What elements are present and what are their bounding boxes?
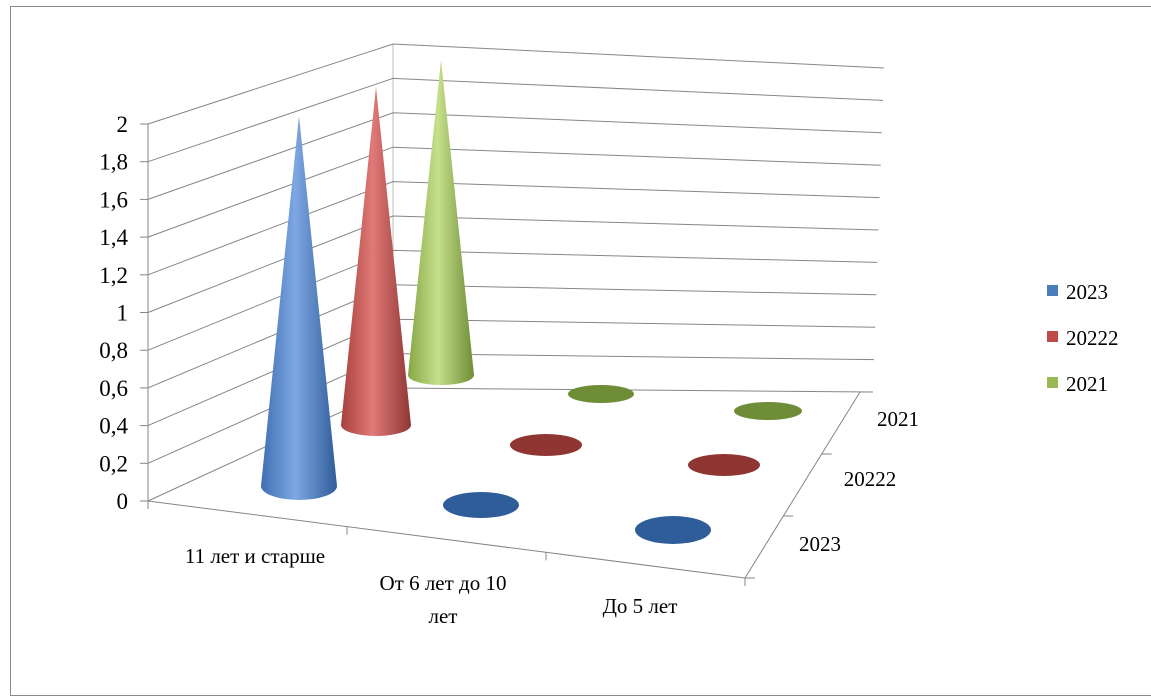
- marks-layer: [261, 60, 802, 544]
- legend-label: 2023: [1066, 280, 1108, 304]
- x-axis-line: [147, 500, 746, 579]
- cone-base-mark: [688, 454, 760, 476]
- x-category-label: От 6 лет до 10: [379, 571, 506, 595]
- cone-base-mark: [635, 516, 711, 544]
- cone-chart: 0 0,2 0,4 0,6 0,8 1 1,2 1,4 1,6 1,8 2 11 лет и стар…: [99, 43, 1119, 628]
- gridline: [147, 181, 880, 276]
- gridline: [147, 215, 879, 313]
- legend-label: 20222: [1066, 326, 1119, 350]
- x-category-label: До 5 лет: [603, 594, 678, 618]
- depth-category-label: 2021: [877, 407, 919, 431]
- cone-base-mark: [510, 434, 582, 456]
- depth-axis-line: [744, 391, 861, 579]
- gridline: [147, 112, 882, 200]
- y-tick-label: 0,8: [99, 338, 128, 363]
- gridline: [147, 43, 885, 125]
- x-category-label: лет: [429, 604, 458, 628]
- depth-category-label: 2023: [799, 532, 841, 556]
- y-tick-label: 1: [117, 301, 129, 326]
- y-tick-label: 0,6: [99, 376, 128, 401]
- x-category-label: 11 лет и старше: [185, 544, 325, 568]
- y-tick-label: 2: [117, 112, 129, 137]
- cone-mark: [341, 87, 411, 436]
- legend-swatch: [1047, 377, 1058, 388]
- gridline: [147, 284, 877, 389]
- gridline: [147, 146, 881, 238]
- y-tick-label: 0,2: [99, 451, 128, 476]
- legend-label: 2021: [1066, 372, 1108, 396]
- y-tick-label: 1,6: [99, 187, 128, 212]
- cone-base-mark: [734, 402, 802, 420]
- y-tick-label: 1,4: [99, 225, 128, 250]
- cone-mark: [261, 116, 337, 500]
- y-tick-label: 0,4: [99, 414, 128, 439]
- legend-swatch: [1047, 285, 1058, 296]
- y-tick-label: 0: [117, 489, 129, 514]
- gridline: [147, 77, 883, 163]
- labels-layer: 0 0,2 0,4 0,6 0,8 1 1,2 1,4 1,6 1,8 2 11 лет и стар…: [99, 112, 919, 628]
- depth-category-label: 20222: [844, 467, 897, 491]
- cone-base-mark: [443, 492, 519, 518]
- legend-swatch: [1047, 331, 1058, 342]
- cone-mark: [408, 60, 474, 385]
- gridline: [147, 249, 878, 351]
- chart-frame: [10, 6, 1151, 696]
- y-tick-label: 1,8: [99, 150, 128, 175]
- y-tick-label: 1,2: [99, 263, 128, 288]
- cone-base-mark: [568, 385, 634, 403]
- legend: 2023 20222 2021: [1047, 280, 1119, 396]
